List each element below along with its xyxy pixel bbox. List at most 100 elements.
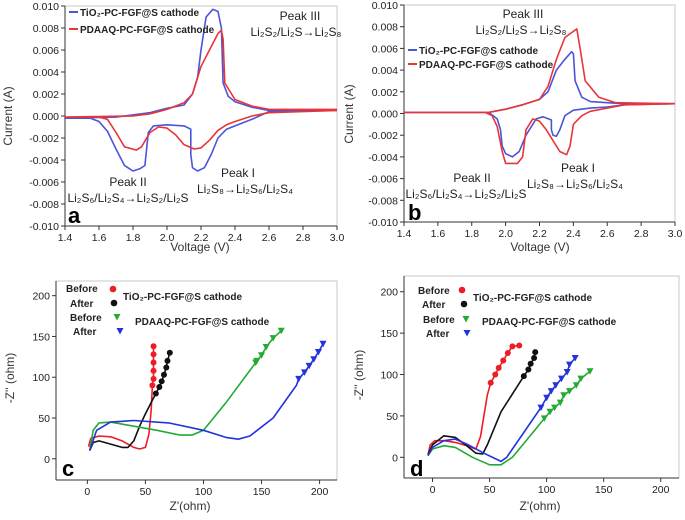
data-point xyxy=(152,390,159,397)
data-point xyxy=(546,408,554,416)
reaction-label: Li₂S₆/Li₂S₄→Li₂S₂/Li₂S xyxy=(405,187,526,201)
legend-item: After xyxy=(73,327,124,338)
data-point xyxy=(531,354,538,361)
legend-label: After xyxy=(422,300,445,311)
y-tick-label: -0.008 xyxy=(368,195,398,207)
reaction-label: Li₂S₂/Li₂S→Li₂S₈ xyxy=(251,25,342,39)
y-tick-label: 150 xyxy=(32,331,50,343)
reaction-label: Li₂S₈→Li₂S₆/Li₂S₄ xyxy=(527,177,623,191)
x-tick-label: 100 xyxy=(195,486,213,498)
y-tick-label: 0.008 xyxy=(372,22,398,34)
series-line xyxy=(88,330,282,451)
chart-panel-d: 0 50 100 150 200 0 50 100 150 200 Z'(ohm) -Z'' (ohm… xyxy=(352,275,680,513)
series-0 xyxy=(87,343,157,450)
data-point xyxy=(166,349,173,356)
series-0 xyxy=(403,50,676,158)
series-1 xyxy=(64,29,338,151)
x-axis-title: Voltage (V) xyxy=(170,240,229,254)
data-point xyxy=(551,404,559,412)
legend-label: Before xyxy=(418,286,450,297)
legend-marker xyxy=(116,328,124,335)
data-point xyxy=(516,342,523,349)
data-point xyxy=(504,349,511,356)
data-point xyxy=(314,348,322,356)
data-point xyxy=(253,357,261,365)
data-point xyxy=(586,368,594,375)
series-1 xyxy=(427,349,539,456)
series-2 xyxy=(88,327,285,451)
data-point xyxy=(310,356,318,363)
x-tick-label: 150 xyxy=(595,484,613,496)
x-tick-label: 2.4 xyxy=(228,232,243,244)
legend-item: Before xyxy=(423,315,470,326)
data-point xyxy=(160,371,167,378)
peak-label: Peak II xyxy=(109,175,146,189)
peak-label: Peak II xyxy=(453,171,490,185)
legend-marker xyxy=(458,286,466,294)
data-point xyxy=(565,388,573,395)
data-point xyxy=(150,367,157,374)
data-point xyxy=(487,379,494,386)
y-tick-label: 0.000 xyxy=(372,109,398,121)
x-tick-label: 2.2 xyxy=(532,228,547,240)
x-tick-label: 0 xyxy=(430,484,436,496)
data-point xyxy=(150,343,157,350)
legend-item: TiO₂-PC-FGF@S cathode xyxy=(69,8,199,19)
data-point xyxy=(262,344,270,351)
x-tick-label: 2.0 xyxy=(498,228,513,240)
data-point xyxy=(300,369,308,376)
y-tick-label: -0.004 xyxy=(29,155,59,167)
data-point xyxy=(150,359,157,366)
y-axis-title: Current (A) xyxy=(342,84,356,143)
data-point xyxy=(164,357,171,364)
data-point xyxy=(577,375,585,383)
data-point xyxy=(565,361,573,369)
series-line xyxy=(64,8,338,172)
panel-label: b xyxy=(408,200,421,225)
data-point xyxy=(571,354,579,362)
data-point xyxy=(156,384,163,391)
series-line xyxy=(64,29,338,151)
x-tick-label: 2.0 xyxy=(160,232,175,244)
legend-label: After xyxy=(73,327,96,338)
data-point xyxy=(277,327,285,335)
series-line xyxy=(403,50,676,158)
legend-label: PDAAQ-PC-FGF@S cathode xyxy=(80,25,215,36)
series-3 xyxy=(88,340,327,451)
data-point xyxy=(552,382,560,389)
y-tick-label: 50 xyxy=(386,411,398,423)
x-tick-label: 50 xyxy=(140,486,152,498)
data-point xyxy=(540,415,548,422)
series-line xyxy=(403,28,676,165)
data-point xyxy=(556,399,564,407)
legend-marker xyxy=(113,314,121,321)
y-tick-label: -0.008 xyxy=(29,199,59,211)
data-point xyxy=(492,371,499,378)
y-tick-label: 0 xyxy=(392,452,398,464)
y-tick-label: -0.002 xyxy=(29,133,59,145)
legend-item: PDAAQ-PC-FGF@S cathode xyxy=(408,60,554,71)
panel-label: d xyxy=(410,456,423,481)
y-tick-label: 0.006 xyxy=(33,45,59,57)
x-tick-label: 1.8 xyxy=(464,228,479,240)
data-point xyxy=(537,404,545,412)
series-1 xyxy=(403,28,676,165)
data-point xyxy=(495,364,502,371)
x-tick-label: 1.4 xyxy=(397,228,412,240)
x-tick-label: 2.8 xyxy=(296,232,311,244)
series-1 xyxy=(88,349,173,451)
data-point xyxy=(149,382,156,389)
series-2 xyxy=(427,368,594,466)
y-tick-label: 0.000 xyxy=(33,111,59,123)
data-point xyxy=(269,335,277,342)
data-point xyxy=(295,375,303,383)
y-tick-label: -0.002 xyxy=(368,130,398,142)
data-point xyxy=(163,364,170,371)
y-tick-label: 0.002 xyxy=(372,87,398,99)
data-point xyxy=(509,343,516,350)
legend-marker xyxy=(109,285,117,293)
series-0 xyxy=(64,8,338,172)
x-tick-label: 3.0 xyxy=(668,228,683,240)
data-point xyxy=(527,360,534,367)
